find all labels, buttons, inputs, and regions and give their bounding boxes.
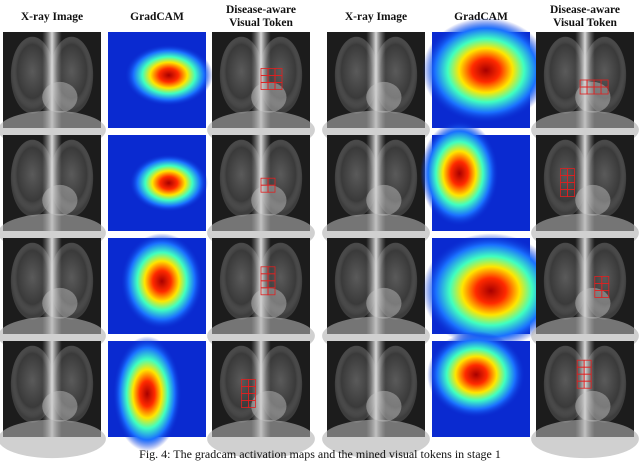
token-box bbox=[267, 287, 276, 296]
xray-image bbox=[0, 135, 106, 253]
spine bbox=[366, 341, 386, 437]
xray-image bbox=[322, 341, 430, 459]
spine bbox=[575, 341, 595, 437]
heart bbox=[366, 287, 402, 319]
xray-image bbox=[322, 32, 430, 150]
column-header: Disease-aware bbox=[226, 4, 296, 16]
heart bbox=[366, 81, 402, 113]
heart bbox=[575, 287, 611, 319]
heat-spot bbox=[120, 233, 204, 330]
heart bbox=[366, 390, 402, 422]
column-header: Disease-aware bbox=[550, 4, 620, 16]
visual-token-image bbox=[207, 135, 315, 253]
gradcam-map bbox=[108, 135, 208, 231]
heart bbox=[251, 184, 287, 216]
visual-token-image bbox=[531, 135, 639, 253]
diaphragm bbox=[531, 419, 639, 459]
visual-token-image bbox=[207, 238, 315, 356]
heart bbox=[575, 390, 611, 422]
spine bbox=[42, 135, 62, 231]
diaphragm bbox=[0, 419, 106, 459]
heart bbox=[575, 81, 611, 113]
spine bbox=[42, 238, 62, 334]
heart bbox=[251, 390, 287, 422]
xray-image bbox=[322, 135, 430, 253]
spine bbox=[575, 135, 595, 231]
spine bbox=[42, 341, 62, 437]
column-header: Visual Token bbox=[553, 17, 617, 29]
heart bbox=[251, 287, 287, 319]
heat-spot bbox=[112, 336, 182, 452]
column-header: X-ray Image bbox=[21, 11, 83, 23]
column-header: X-ray Image bbox=[345, 11, 407, 23]
diaphragm bbox=[322, 419, 430, 459]
column-header: Visual Token bbox=[229, 17, 293, 29]
heat-spot bbox=[427, 331, 526, 418]
heart bbox=[42, 390, 78, 422]
xray-image bbox=[0, 238, 106, 356]
heart bbox=[366, 184, 402, 216]
spine bbox=[366, 238, 386, 334]
token-box bbox=[267, 184, 276, 193]
gradcam-map bbox=[422, 233, 560, 349]
gradcam-map bbox=[108, 336, 206, 452]
heat-spot bbox=[129, 154, 208, 212]
xray-image bbox=[0, 32, 106, 150]
heat-spot bbox=[422, 17, 550, 124]
token-box bbox=[583, 380, 592, 389]
gradcam-map bbox=[108, 233, 206, 334]
xray-image bbox=[0, 341, 106, 459]
visual-token-image bbox=[531, 238, 639, 356]
spine bbox=[251, 341, 271, 437]
gradcam-map bbox=[420, 120, 530, 231]
heat-spot bbox=[420, 120, 499, 227]
spine bbox=[575, 238, 595, 334]
heart bbox=[251, 81, 287, 113]
gradcam-map bbox=[108, 32, 213, 128]
heart bbox=[42, 184, 78, 216]
heat-spot bbox=[124, 44, 213, 106]
token-box bbox=[274, 82, 283, 90]
xray-image bbox=[322, 238, 430, 356]
token-box bbox=[567, 189, 575, 198]
heat-spot bbox=[422, 233, 560, 349]
spine bbox=[366, 135, 386, 231]
spine bbox=[42, 32, 62, 128]
heart bbox=[42, 287, 78, 319]
visual-token-image bbox=[207, 341, 315, 459]
caption: Fig. 4: The gradcam activation maps and … bbox=[139, 447, 501, 461]
gradcam-map bbox=[427, 331, 530, 437]
visual-token-image bbox=[531, 32, 639, 150]
column-header: GradCAM bbox=[130, 11, 184, 23]
heart bbox=[575, 184, 611, 216]
heart bbox=[42, 81, 78, 113]
diaphragm bbox=[207, 419, 315, 459]
gradcam-map bbox=[422, 17, 550, 128]
token-box bbox=[247, 399, 256, 408]
visual-token-image bbox=[531, 341, 639, 459]
visual-token-image bbox=[207, 32, 315, 150]
token-box bbox=[601, 289, 610, 298]
token-box bbox=[600, 86, 609, 95]
spine bbox=[366, 32, 386, 128]
